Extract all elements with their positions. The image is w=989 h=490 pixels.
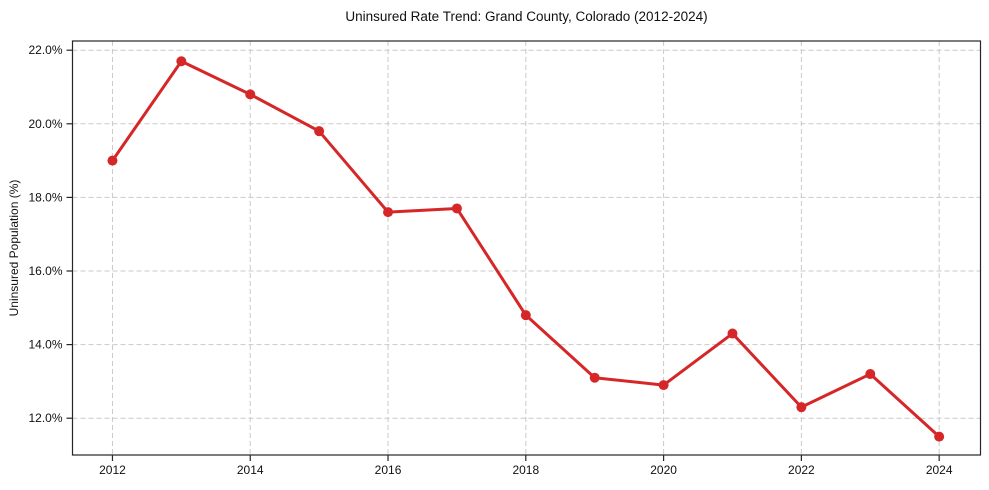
x-tick-label: 2014 [237,463,264,477]
x-tick-label: 2024 [926,463,953,477]
data-point-marker [727,328,738,339]
chart-title: Uninsured Rate Trend: Grand County, Colo… [345,9,708,24]
data-point-marker [658,380,669,391]
plot-border [71,40,982,456]
data-point-marker [314,126,325,137]
y-tick-label: 18.0% [28,190,62,204]
data-point-marker [520,310,531,321]
y-tick-label: 14.0% [28,338,62,352]
y-tick-label: 12.0% [28,411,62,425]
data-point-marker [176,56,187,67]
x-tick-label: 2022 [788,463,815,477]
data-point-marker [934,431,945,442]
x-tick-label: 2020 [650,463,677,477]
data-point-marker [865,369,876,380]
data-point-marker [451,203,462,214]
data-point-marker [107,155,118,166]
y-tick-label: 20.0% [28,117,62,131]
x-tick-label: 2012 [99,463,126,477]
data-point-marker [589,372,600,383]
data-point-marker [383,207,394,218]
data-point-marker [245,89,256,100]
y-tick-label: 22.0% [28,43,62,57]
x-tick-label: 2018 [512,463,539,477]
y-tick-label: 16.0% [28,264,62,278]
x-tick-label: 2016 [375,463,402,477]
data-point-marker [796,402,807,413]
